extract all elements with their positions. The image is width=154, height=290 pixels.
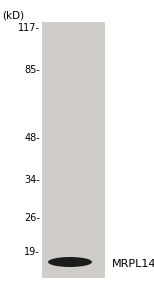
Text: (kD): (kD): [2, 10, 24, 20]
Bar: [42, 22, 105, 278]
Text: MRPL14: MRPL14: [112, 259, 154, 269]
Text: 34-: 34-: [24, 175, 40, 185]
Text: 85-: 85-: [24, 65, 40, 75]
Text: 19-: 19-: [24, 247, 40, 257]
Text: 117-: 117-: [18, 23, 40, 33]
Text: 48-: 48-: [24, 133, 40, 143]
Ellipse shape: [48, 257, 92, 267]
Text: 26-: 26-: [24, 213, 40, 223]
